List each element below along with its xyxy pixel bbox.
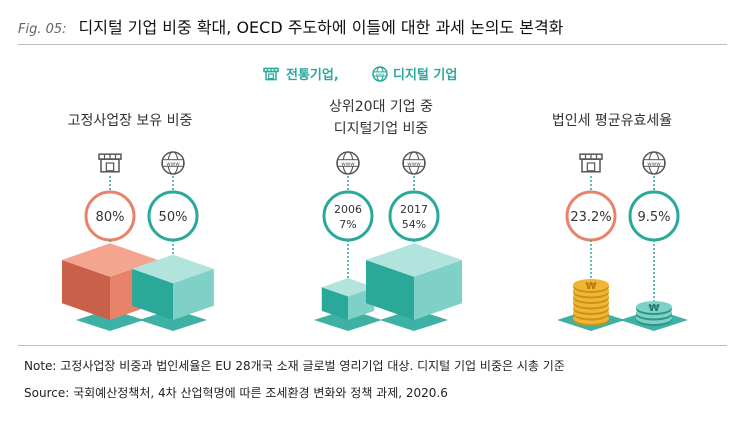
globe-www-text: www: [341, 161, 355, 167]
globe-www-text: www: [376, 73, 385, 77]
value-label: 9.5%: [637, 210, 670, 225]
store-door: [268, 73, 274, 80]
value-label: 80%: [96, 210, 125, 225]
cube-top-face: [366, 243, 462, 277]
cube-left-face: [62, 260, 110, 320]
globe-www-band: [372, 71, 388, 77]
panel-title: 고정사업장 보유 비중: [68, 113, 193, 129]
series-store-icon: [579, 153, 603, 173]
cube-top-face: [321, 278, 375, 297]
globe-www-text: www: [407, 161, 421, 167]
source-text: Source: 국회예산정책처, 4차 산업혁명에 따른 조세환경 변화와 정책…: [24, 386, 448, 400]
legend-traditional-label: 전통기업,: [286, 67, 339, 83]
series-globe-icon: www: [336, 151, 360, 175]
note-text: Note: 고정사업장 비중과 법인세율은 EU 28개국 소재 글로벌 영리기…: [24, 359, 565, 373]
globe-www-text: www: [166, 161, 180, 167]
top-divider: [18, 44, 727, 45]
cube-right-face: [173, 268, 214, 320]
cube-left-face: [132, 268, 173, 320]
store-body: [100, 158, 120, 173]
series-globe-icon: www: [161, 151, 185, 175]
coin-symbol: ₩: [648, 303, 659, 314]
store-body: [581, 158, 601, 173]
figure-label: Fig. 05:: [18, 22, 67, 37]
coin: [573, 279, 609, 291]
value-year-label: 2006: [334, 203, 362, 216]
legend-store-icon: [263, 67, 279, 81]
value-year-label: 2017: [400, 203, 428, 216]
coin-symbol: ₩: [585, 281, 596, 292]
chart-panel: 고정사업장 보유 비중 80% 50%: [62, 113, 214, 331]
store-door: [105, 162, 115, 172]
store-door: [586, 162, 596, 172]
globe-www-band: [643, 159, 665, 167]
legend-globe-icon: www: [372, 66, 388, 82]
globe-www-band: [162, 159, 184, 167]
panel-title: 법인세 평균유효세율: [552, 113, 672, 129]
store-body: [265, 70, 277, 81]
series-globe-icon: www: [642, 151, 666, 175]
cube-left-face: [321, 287, 348, 320]
cube-left-face: [366, 260, 414, 320]
globe-www-band: [337, 159, 359, 167]
chart-panel: 법인세 평균유효세율 23.2% ₩9.5% ₩: [552, 113, 688, 331]
coin: [636, 301, 672, 313]
value-label: 54%: [402, 218, 426, 231]
value-label: 50%: [159, 210, 188, 225]
legend-digital-label: 디지털 기업: [393, 67, 457, 83]
figure-title: 디지털 기업 비중 확대, OECD 주도하에 이들에 대한 과세 논의도 본격…: [78, 18, 564, 37]
cube-right-face: [414, 260, 462, 320]
figure-header: Fig. 05: 디지털 기업 비중 확대, OECD 주도하에 이들에 대한 …: [18, 14, 563, 38]
legend: 전통기업, 디지털 기업: [286, 67, 457, 83]
value-circle: [388, 190, 440, 242]
panel-title: 상위20대 기업 중: [329, 99, 433, 115]
series-globe-icon: www: [402, 151, 426, 175]
bottom-divider: [18, 345, 727, 346]
globe-www-text: www: [647, 161, 661, 167]
value-label: 7%: [339, 218, 356, 231]
value-label: 23.2%: [570, 210, 611, 225]
globe-www-band: [403, 159, 425, 167]
infographic: 전통기업, 디지털 기업 www 고정사업장 보유 비중 80% 50% www 상위20대 …: [18, 45, 727, 345]
value-circle: [322, 190, 374, 242]
panel-title: 디지털기업 비중: [334, 121, 429, 137]
series-store-icon: [98, 153, 122, 173]
